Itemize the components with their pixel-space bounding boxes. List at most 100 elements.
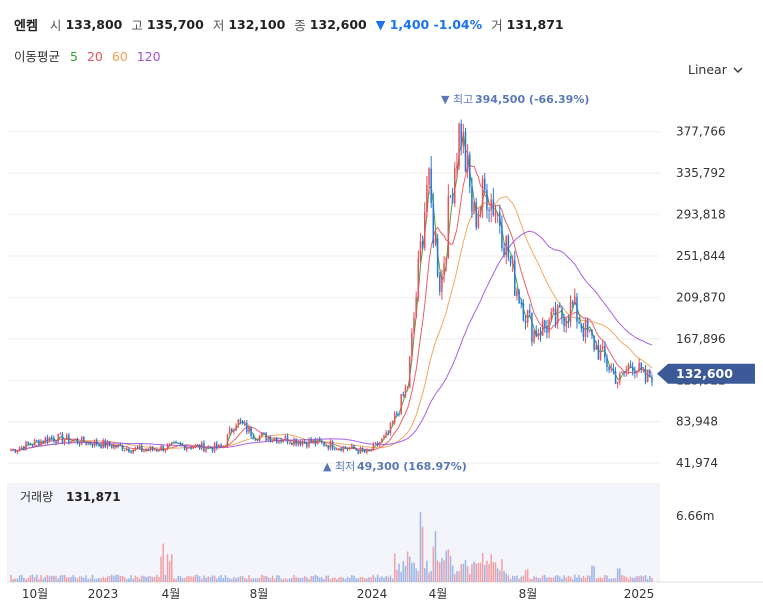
close-value: 132,600 — [309, 16, 367, 32]
candle-body — [646, 371, 649, 383]
candle-body — [434, 238, 437, 244]
high-value: 135,700 — [146, 16, 204, 32]
volume-bar — [460, 564, 462, 582]
volume-bar — [477, 563, 480, 582]
candle-body — [50, 437, 53, 439]
candle-body — [33, 439, 36, 446]
scale-mode-dropdown[interactable]: Linear — [688, 62, 743, 77]
moving-average-legend[interactable]: 이동평균 5 20 60 120 — [14, 46, 166, 65]
volume-bar — [27, 577, 29, 582]
candle-body — [565, 320, 568, 327]
candle-body — [419, 241, 422, 259]
candle-body — [501, 225, 503, 248]
candle-body — [509, 257, 512, 264]
candle-body — [619, 373, 621, 382]
candle-body — [48, 437, 51, 443]
volume-bar — [445, 550, 447, 582]
volume-label: 거 — [491, 17, 503, 33]
candle-body — [166, 444, 169, 450]
volume-bar — [267, 576, 270, 582]
volume-bar — [601, 578, 604, 582]
volume-bar — [338, 577, 340, 582]
candle-body — [348, 448, 351, 450]
volume-bar — [218, 576, 220, 582]
volume-bar — [44, 576, 47, 582]
volume-bar — [110, 574, 113, 582]
volume-bar — [608, 578, 610, 582]
volume-bar — [331, 577, 334, 582]
volume-bar — [344, 578, 347, 582]
candle-body — [179, 443, 182, 445]
candle-body — [484, 178, 486, 190]
candle-body — [248, 426, 250, 433]
volume-bar — [83, 577, 85, 582]
volume-bar — [524, 570, 527, 582]
candle-body — [74, 438, 77, 440]
candle-body — [18, 448, 21, 451]
volume-bar — [265, 575, 267, 582]
volume-bar — [619, 568, 621, 582]
volume-bar — [303, 576, 306, 582]
volume-bar — [46, 575, 49, 582]
candle-body — [447, 196, 450, 258]
candle-body — [288, 443, 291, 445]
candle-body — [83, 436, 85, 443]
candle-body — [258, 435, 261, 442]
candle-body — [183, 444, 186, 451]
volume-bar — [33, 576, 36, 582]
volume-bar — [432, 546, 435, 582]
volume-bar — [192, 576, 194, 582]
candle-body — [156, 449, 158, 451]
candle-body — [63, 439, 66, 443]
volume-bar — [85, 575, 87, 582]
candle-body — [263, 432, 265, 434]
candle-body — [35, 439, 38, 441]
volume-bar — [171, 554, 173, 582]
high-label: 고 — [131, 17, 143, 33]
volume-bar — [584, 577, 587, 582]
volume-bar — [516, 575, 518, 582]
volume-bar — [95, 578, 98, 582]
volume-bar — [228, 578, 231, 582]
candle-body — [526, 310, 529, 323]
volume-bar — [194, 574, 197, 582]
volume-bar — [494, 562, 497, 582]
candle-body — [546, 326, 548, 333]
volume-bar — [93, 578, 96, 582]
volume-bar — [226, 577, 229, 582]
volume-bar — [556, 575, 559, 582]
volume-bar — [537, 578, 540, 582]
candle-body — [584, 319, 587, 337]
candle-body — [31, 444, 34, 446]
candle-body — [496, 212, 499, 214]
volume-bar — [213, 575, 216, 582]
candle-body — [649, 371, 651, 378]
candle-body — [276, 437, 278, 443]
volume-bar — [522, 575, 525, 582]
candle-body — [634, 371, 636, 374]
candle-body — [629, 364, 632, 367]
volume-bar — [348, 577, 351, 582]
volume-bar — [126, 578, 128, 582]
candle-body — [310, 439, 312, 443]
candle-body — [102, 440, 104, 449]
candle-body — [351, 445, 353, 449]
volume-bar — [149, 575, 152, 582]
price-tick-label: 167,896 — [676, 332, 726, 346]
candle-body — [623, 371, 625, 373]
candle-body — [400, 394, 402, 414]
volume-bar — [209, 577, 212, 582]
volume-bar — [183, 577, 186, 582]
candle-body — [153, 449, 156, 451]
candle-body — [631, 366, 634, 372]
volume-bar — [87, 579, 89, 582]
candle-body — [284, 436, 287, 441]
candle-body — [404, 388, 407, 396]
volume-bar — [196, 574, 199, 582]
candle-body — [196, 444, 199, 446]
volume-bar — [55, 575, 57, 582]
close-label: 종 — [294, 17, 306, 33]
candle-body — [278, 439, 280, 443]
volume-bar — [529, 578, 531, 582]
